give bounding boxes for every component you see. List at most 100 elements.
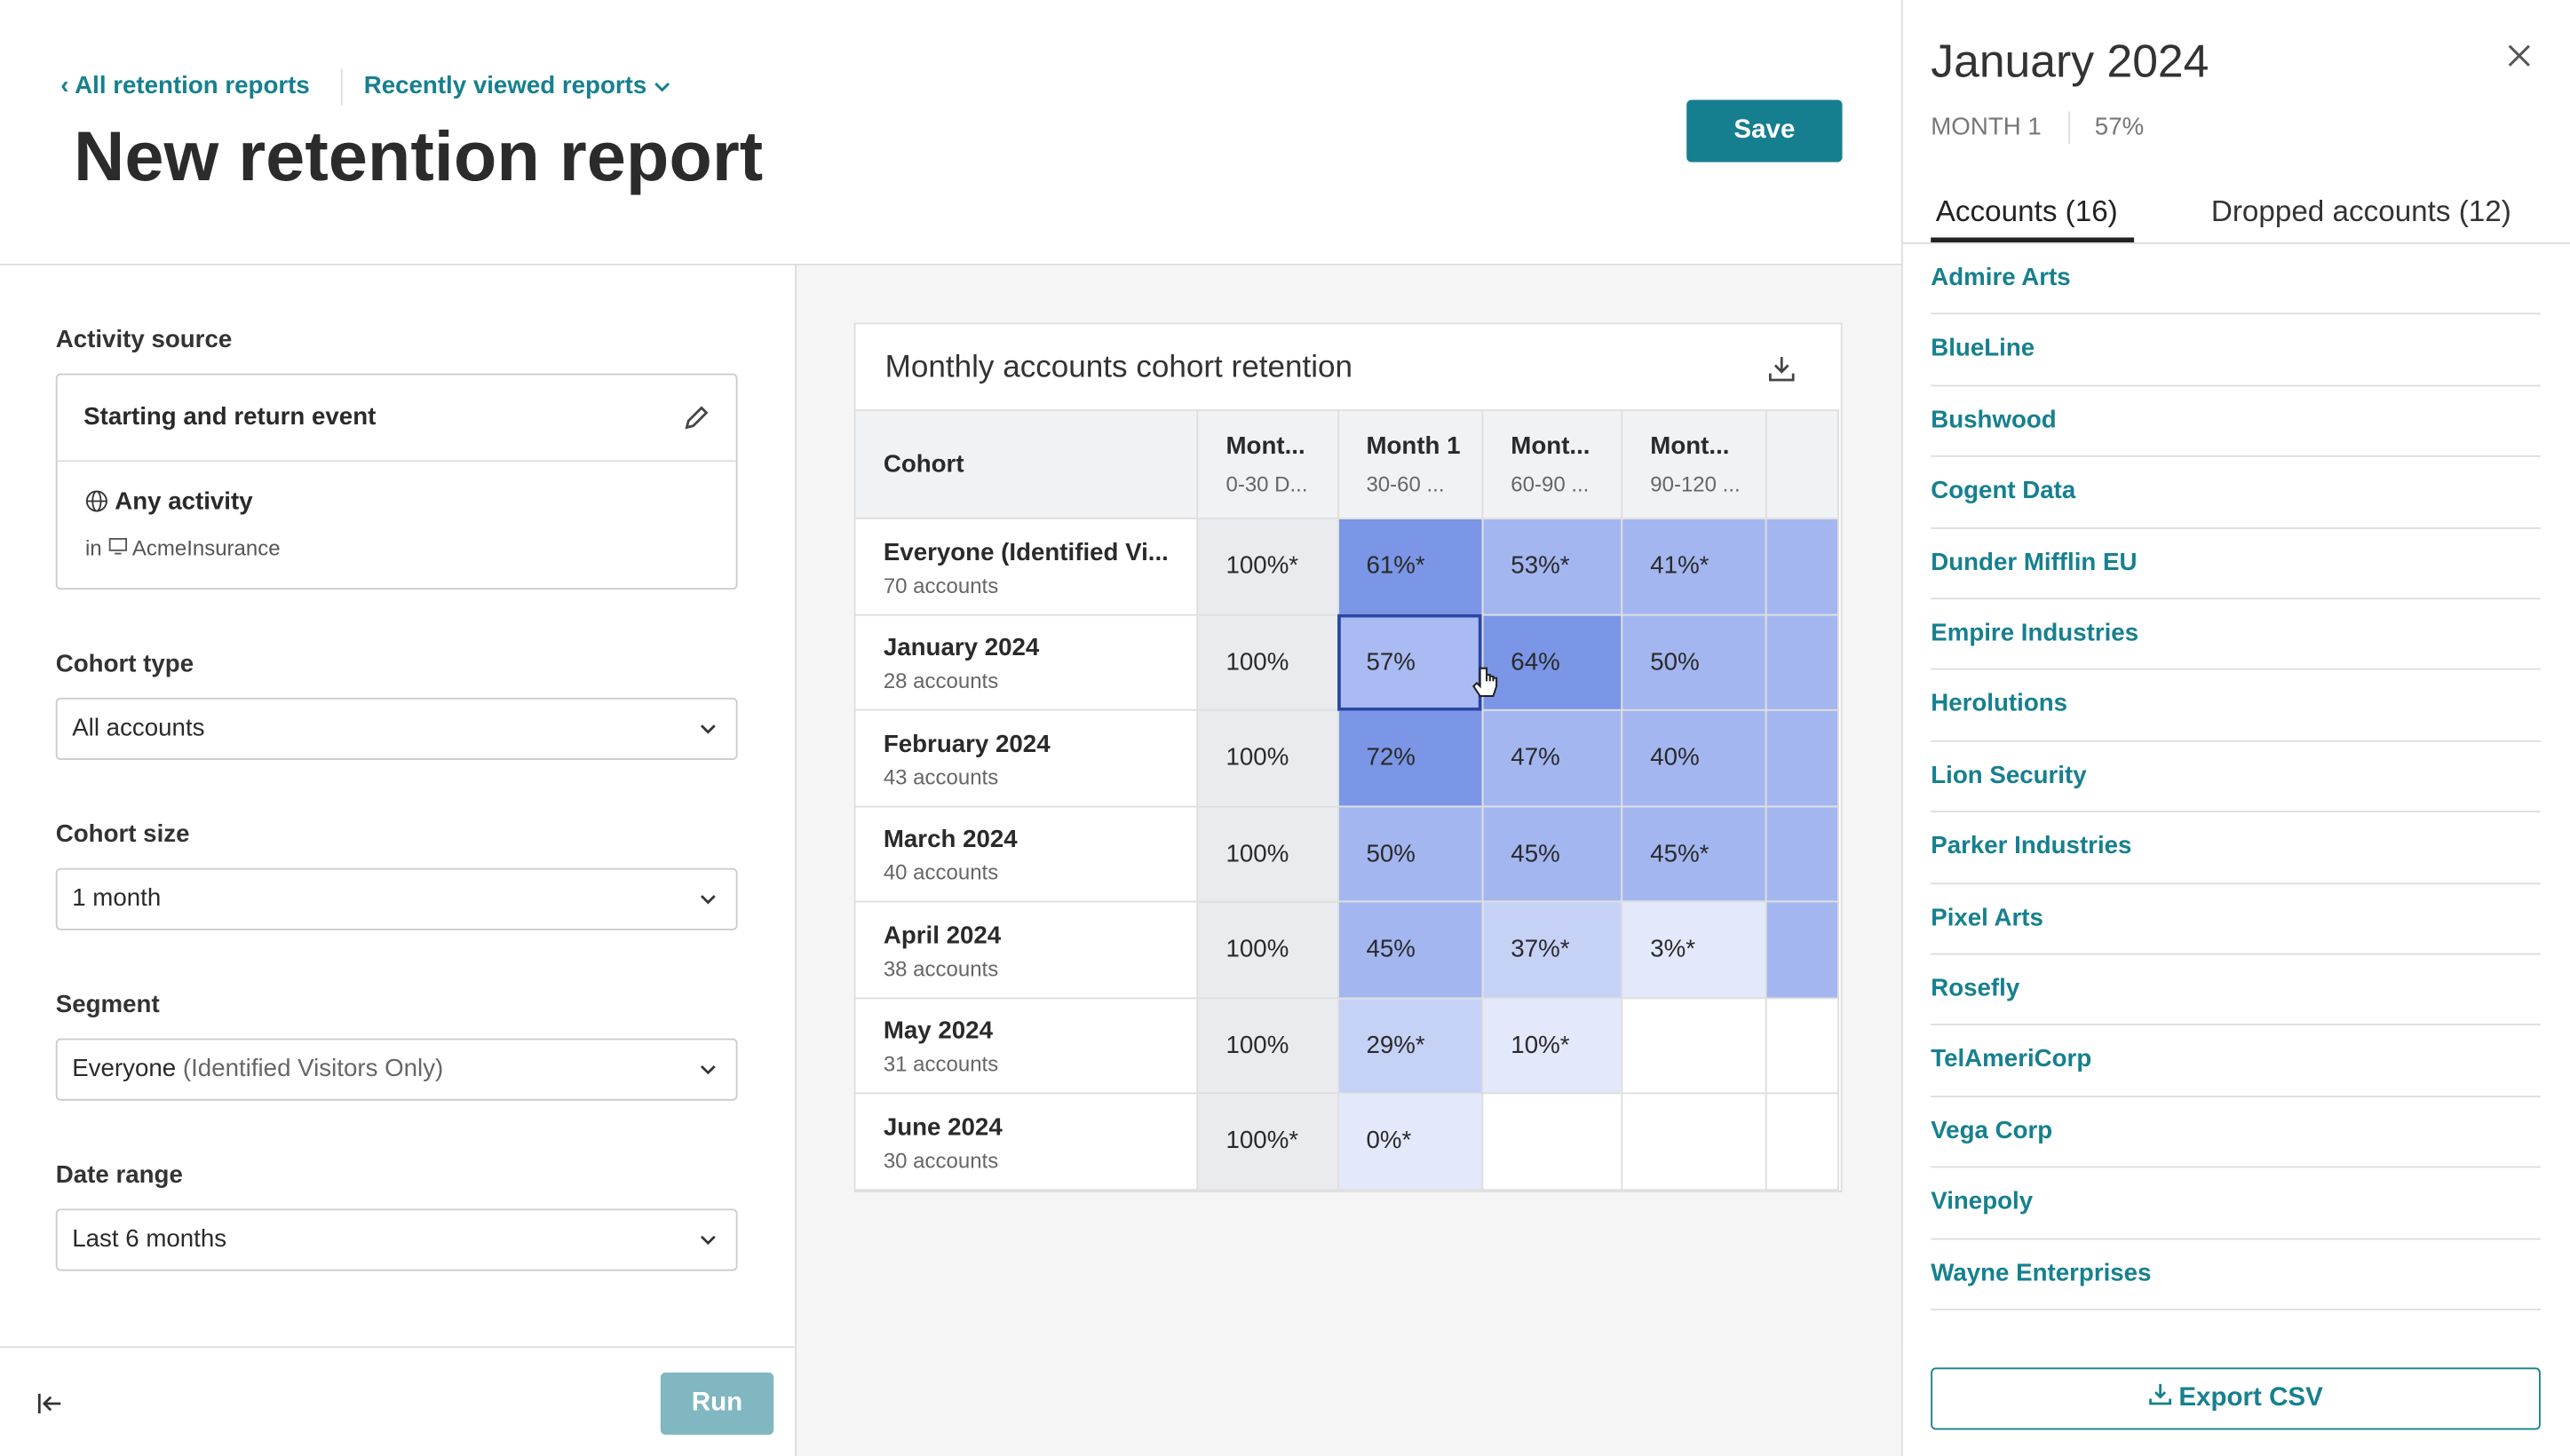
activity-box[interactable]: Starting and return event Any activity i… <box>55 373 738 590</box>
column-sub: 90-120 ... <box>1650 471 1741 496</box>
account-item[interactable]: TelAmeriCorp <box>1931 1026 2541 1097</box>
account-item[interactable]: Empire Industries <box>1931 599 2541 671</box>
select[interactable]: 1 month <box>55 867 738 930</box>
column-header: Mont... 0-30 D... <box>1196 409 1339 519</box>
app-name: AcmeInsurance <box>131 535 281 560</box>
field-label: Cohort type <box>55 650 194 678</box>
cohort-name: April 2024 <box>883 922 1002 950</box>
retention-cell <box>1765 804 1839 903</box>
retention-cell[interactable]: 53%* <box>1481 517 1622 615</box>
cell-value: 40% <box>1650 744 1700 772</box>
breadcrumb-link[interactable]: ‹ All retention reports <box>60 72 310 100</box>
retention-cell[interactable]: 29%* <box>1337 996 1483 1095</box>
select-value: Last 6 months <box>72 1224 227 1254</box>
tab-indicator <box>1931 237 2135 243</box>
cell-value: 100%* <box>1226 1127 1299 1156</box>
retention-cell[interactable]: 45% <box>1481 804 1622 903</box>
event-name: Starting and return event <box>83 402 377 431</box>
field-label: Activity source <box>55 326 233 354</box>
cell-value: 0%* <box>1366 1127 1412 1156</box>
cell-value: 50% <box>1650 648 1700 677</box>
column-header <box>1765 409 1839 519</box>
table-row: March 2024 40 accounts 100% 50% 45% 45%* <box>855 804 1839 903</box>
globe-icon <box>85 490 107 512</box>
select[interactable]: Last 6 months <box>55 1208 738 1271</box>
cell-value: 29%* <box>1366 1031 1425 1060</box>
select[interactable]: All accounts <box>55 697 738 760</box>
retention-cell[interactable]: 64% <box>1481 613 1622 711</box>
edit-icon[interactable] <box>682 403 711 432</box>
panel-value: 57% <box>2094 113 2145 141</box>
account-item[interactable]: Wayne Enterprises <box>1931 1239 2541 1310</box>
retention-cell[interactable]: 45% <box>1337 900 1483 999</box>
divider <box>2068 111 2071 145</box>
cohort-name: Everyone (Identified Vi... <box>883 538 1169 566</box>
save-button[interactable]: Save <box>1686 99 1843 162</box>
cell-value: 100% <box>1226 648 1289 677</box>
cell-value: 72% <box>1366 744 1416 772</box>
cell-value: 100% <box>1226 839 1289 868</box>
cohort-cell: February 2024 43 accounts <box>855 708 1199 807</box>
account-item[interactable]: Vinepoly <box>1931 1168 2541 1239</box>
retention-cell[interactable]: 100% <box>1196 804 1339 903</box>
account-item[interactable]: Lion Security <box>1931 741 2541 813</box>
account-item[interactable]: Admire Arts <box>1931 244 2541 315</box>
cohort-size: 43 accounts <box>883 764 999 789</box>
account-item[interactable]: Vega Corp <box>1931 1097 2541 1168</box>
cohort-name: June 2024 <box>883 1113 1003 1142</box>
recent-reports[interactable]: Recently viewed reports <box>363 72 670 100</box>
retention-cell <box>1481 1092 1622 1191</box>
retention-cell[interactable]: 100% <box>1196 613 1339 711</box>
retention-cell[interactable]: 40% <box>1621 708 1767 807</box>
divider <box>57 460 736 463</box>
account-item[interactable]: Cogent Data <box>1931 457 2541 529</box>
export-text[interactable]: Export CSV <box>2178 1383 2323 1412</box>
retention-cell[interactable]: 100%* <box>1196 1092 1339 1191</box>
chevron <box>654 83 670 92</box>
retention-cell[interactable]: 72% <box>1337 708 1483 807</box>
cohort-cell: May 2024 31 accounts <box>855 996 1199 1095</box>
cohort-size: 70 accounts <box>883 573 999 597</box>
monitor-icon <box>108 538 127 555</box>
cell-value: 41%* <box>1650 552 1709 581</box>
account-item[interactable]: Bushwood <box>1931 386 2541 458</box>
cohort-cell: March 2024 40 accounts <box>855 804 1199 903</box>
breadcrumb-text[interactable]: All retention reports <box>75 72 310 100</box>
cohort-name: May 2024 <box>883 1017 993 1046</box>
column-sub: 0-30 D... <box>1226 471 1308 496</box>
account-item[interactable]: Dunder Mifflin EU <box>1931 528 2541 600</box>
export-button[interactable]: Export CSV <box>1931 1367 2541 1430</box>
account-item[interactable]: Rosefly <box>1931 955 2541 1026</box>
retention-cell[interactable]: 100% <box>1196 996 1339 1095</box>
retention-cell[interactable]: 10%* <box>1481 996 1622 1095</box>
retention-cell[interactable]: 100% <box>1196 900 1339 999</box>
tab[interactable]: Dropped accounts (12) <box>2210 194 2511 228</box>
account-item[interactable]: Herolutions <box>1931 670 2541 742</box>
retention-cell[interactable]: 57% <box>1337 613 1483 711</box>
account-item[interactable]: Parker Industries <box>1931 812 2541 884</box>
retention-cell[interactable]: 47% <box>1481 708 1622 807</box>
retention-cell[interactable]: 50% <box>1621 613 1767 711</box>
account-item[interactable]: Pixel Arts <box>1931 883 2541 955</box>
select-note: (Identified Visitors Only) <box>182 1055 444 1083</box>
download-icon[interactable] <box>1767 353 1797 383</box>
cohort-table: Cohort Mont... 0-30 D... Month 1 30-60 ... Mo… <box>855 409 1839 1191</box>
retention-cell[interactable]: 0%* <box>1337 1092 1483 1191</box>
account-item[interactable]: BlueLine <box>1931 315 2541 386</box>
retention-cell[interactable]: 37%* <box>1481 900 1622 999</box>
run-button[interactable]: Run <box>660 1372 774 1436</box>
panel-month: MONTH 1 <box>1931 113 2042 141</box>
column-name: Mont... <box>1226 432 1305 461</box>
table-row: February 2024 43 accounts 100% 72% 47% 40% <box>855 708 1839 807</box>
cohort-name: February 2024 <box>883 730 1051 758</box>
select[interactable]: Everyone (Identified Visitors Only) <box>55 1038 738 1101</box>
recent-text[interactable]: Recently viewed reports <box>363 72 647 100</box>
collapse-icon[interactable] <box>37 1392 64 1415</box>
cell-value: 100% <box>1226 744 1289 772</box>
divider <box>0 1346 796 1349</box>
close-icon[interactable] <box>2506 43 2533 69</box>
retention-cell <box>1765 613 1839 711</box>
tab[interactable]: Accounts (16) <box>1935 194 2118 228</box>
